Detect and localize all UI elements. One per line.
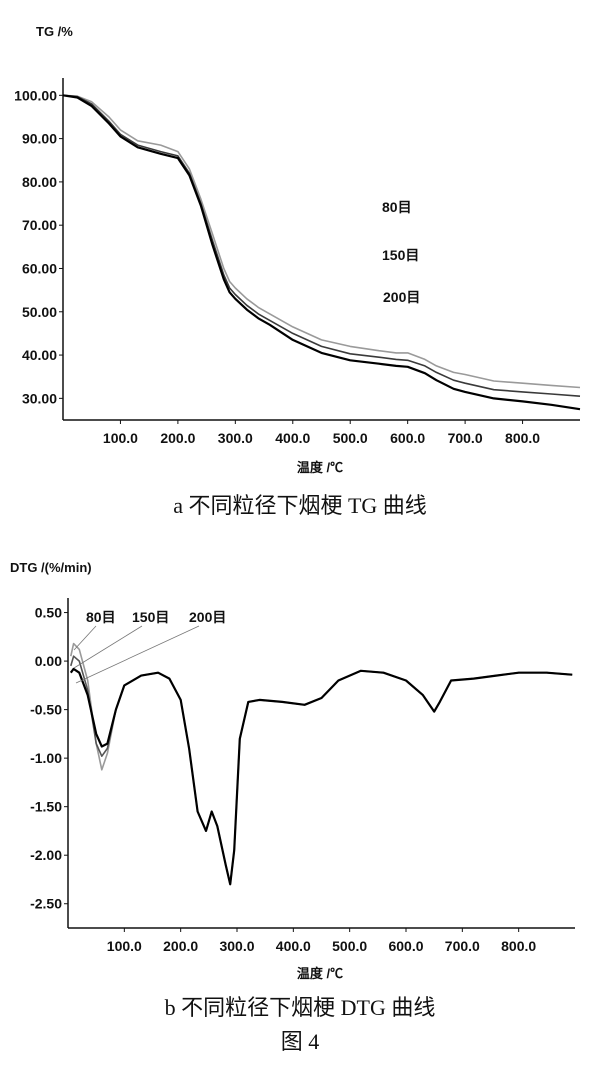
tg-ytick-label: 60.00 [22,260,57,276]
dtg-xtick-label: 600.0 [388,938,423,954]
dtg-ytick-label: -0.50 [30,702,62,718]
dtg-ytick-label: -1.50 [30,799,62,815]
tg-chart: TG /% 温度 /℃ 100.00 90.00 80.00 70.00 60.00 50… [14,24,581,475]
tg-xtick-label: 600.0 [390,430,425,446]
tg-xtick-label: 200.0 [160,430,195,446]
dtg-xtick-label: 700.0 [445,938,480,954]
dtg-ylabel: DTG /(%/min) [10,560,92,575]
tg-ytick-label: 30.00 [22,390,57,406]
tg-ylabel: TG /% [36,24,73,39]
dtg-axes [67,598,575,929]
dtg-legend-leader-line [73,625,97,651]
tg-xtick-label: 300.0 [218,430,253,446]
dtg-xtick-label: 200.0 [163,938,198,954]
tg-legend-label: 200目 [383,289,420,305]
dtg-xtick-label: 400.0 [276,938,311,954]
dtg-legend-label: 80目 [86,609,116,625]
tg-xtick-label: 500.0 [333,430,368,446]
dtg-legend-leader-line [73,625,143,669]
tg-series-line-1 [62,94,581,389]
caption-a: a 不同粒径下烟梗 TG 曲线 [173,493,427,518]
tg-xtick-label: 100.0 [103,430,138,446]
tg-xlabel: 温度 /℃ [297,460,343,475]
tg-ytick-label: 50.00 [22,304,57,320]
dtg-ytick-label: 0.50 [35,605,62,621]
tg-ytick-label: 70.00 [22,217,57,233]
tg-series-line-3 [62,94,581,411]
dtg-ytick-label: -1.00 [30,750,62,766]
dtg-legend-label: 150目 [132,609,169,625]
dtg-xtick-label: 300.0 [219,938,254,954]
tg-ytick-label: 100.00 [14,87,57,103]
dtg-series-line-1 [70,642,573,886]
tg-axes [62,78,580,421]
dtg-xtick-label: 800.0 [501,938,536,954]
tg-xtick-label: 700.0 [448,430,483,446]
dtg-xtick-label: 100.0 [107,938,142,954]
tg-xtick-label: 800.0 [505,430,540,446]
tg-legend-label: 80目 [382,199,412,215]
tg-ytick-label: 40.00 [22,347,57,363]
tg-xtick-label: 400.0 [275,430,310,446]
caption-figure: 图 4 [280,1029,320,1054]
caption-b: b 不同粒径下烟梗 DTG 曲线 [164,995,436,1020]
dtg-xlabel: 温度 /℃ [297,966,343,981]
tg-ytick-label: 90.00 [22,131,57,147]
tg-series-line-2 [62,94,581,397]
dtg-ytick-label: -2.50 [30,896,62,912]
tg-ytick-label: 80.00 [22,174,57,190]
dtg-ytick-label: -2.00 [30,847,62,863]
dtg-xtick-label: 500.0 [332,938,367,954]
dtg-legend-leader-line [75,625,200,684]
dtg-series-line-2 [70,655,573,886]
dtg-series-line-3 [69,667,573,886]
dtg-ytick-label: 0.00 [35,653,62,669]
tg-legend-label: 150目 [382,247,419,263]
dtg-legend-label: 200目 [189,609,226,625]
